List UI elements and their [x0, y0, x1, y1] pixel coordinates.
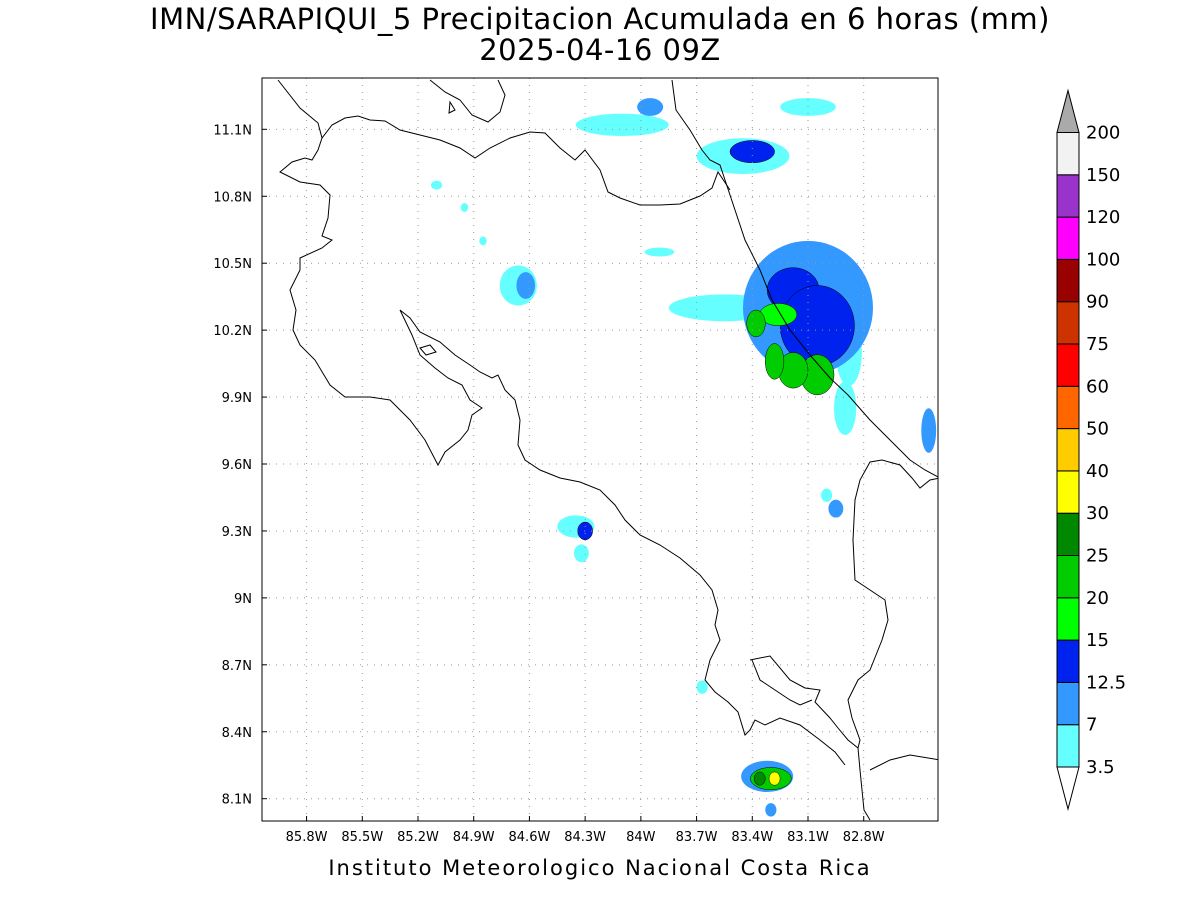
colorbar-box-3 [1056, 639, 1080, 683]
colorbar-box-11 [1056, 301, 1080, 345]
caribbean-coast-north [671, 79, 726, 181]
lat-tick-label-7: 9N [234, 592, 252, 607]
chart-title: IMN/SARAPIQUI_5 Precipitacion Acumulada … [0, 4, 1200, 66]
colorbar-label-2: 12.5 [1086, 672, 1126, 693]
precip-cell-33 [768, 771, 781, 786]
precip-cell-29 [765, 343, 785, 380]
lon-tick-label-6: 84W [626, 830, 656, 845]
lon-tick-label-8: 83.4W [731, 830, 773, 845]
colorbar-over-triangle [1056, 88, 1080, 133]
lat-tick-label-3: 10.2N [213, 324, 252, 339]
nicaragua-coast-north [429, 79, 506, 123]
precip-cell-18 [516, 272, 535, 299]
lat-tick-label-9: 8.4N [222, 726, 252, 741]
precipitation-field [431, 98, 937, 817]
colorbar-label-6: 30 [1086, 503, 1109, 524]
precip-cell-21 [765, 803, 777, 817]
coastline [277, 79, 938, 821]
precip-cell-4 [575, 113, 669, 137]
precip-cell-17 [637, 98, 664, 116]
lon-tick-label-3: 84.9W [453, 830, 495, 845]
nicoya-gulf-island [419, 344, 437, 356]
precip-cell-16 [921, 408, 937, 453]
lon-tick-label-7: 83.7W [676, 830, 718, 845]
colorbar-box-10 [1056, 343, 1080, 387]
lat-tick-label-10: 8.1N [222, 793, 252, 808]
colorbar-label-14: 150 [1086, 165, 1120, 186]
colorbar-label-1: 7 [1086, 715, 1097, 736]
colorbar-label-3: 15 [1086, 630, 1109, 651]
precip-cell-14 [460, 202, 469, 212]
pacific-coast [279, 137, 846, 766]
colorbar-label-15: 200 [1086, 123, 1120, 144]
colorbar-box-14 [1056, 174, 1080, 218]
colorbar-box-2 [1056, 681, 1080, 726]
lon-tick-label-4: 84.6W [509, 830, 551, 845]
caribbean-coast [724, 179, 938, 478]
colorbar-box-7 [1056, 470, 1080, 514]
precip-cell-7 [644, 247, 675, 257]
precip-cell-5 [780, 98, 836, 116]
colorbar-box-1 [1056, 724, 1080, 768]
precip-cell-32 [753, 771, 766, 786]
title-line-2: 2025-04-16 09Z [479, 33, 721, 67]
precip-cell-9 [574, 544, 589, 563]
colorbar-box-5 [1056, 555, 1080, 599]
lon-tick-label-2: 85.2W [397, 830, 439, 845]
colorbar-box-9 [1056, 385, 1080, 430]
colorbar-label-5: 25 [1086, 546, 1109, 567]
lon-tick-label-1: 85.5W [341, 830, 383, 845]
colorbar-box-15 [1056, 132, 1080, 176]
precip-cell-12 [479, 236, 487, 246]
footer-credit: Instituto Meteorologico Nacional Costa R… [328, 856, 872, 880]
title-line-1: IMN/SARAPIQUI_5 Precipitacion Acumulada … [150, 2, 1050, 36]
colorbar-box-12 [1056, 258, 1080, 303]
colorbar-label-11: 90 [1086, 292, 1109, 313]
lat-tick-label-8: 8.7N [222, 659, 252, 674]
colorbar-box-6 [1056, 512, 1080, 557]
lat-tick-label-0: 11.1N [213, 123, 252, 138]
precip-cell-25 [577, 521, 593, 541]
lat-tick-label-6: 9.3N [222, 525, 252, 540]
lon-tick-label-0: 85.8W [286, 830, 328, 845]
lat-tick-label-1: 10.8N [213, 190, 252, 205]
colorbar-box-13 [1056, 216, 1080, 260]
plot-frame [261, 77, 939, 822]
colorbar-under-triangle [1056, 766, 1080, 811]
golfo-dulce-inner [751, 659, 813, 706]
precip-cell-11 [696, 680, 708, 694]
colorbar: 3.5 7 12.5 15 20 25 30 40 50 60 75 90 100 120 150 200 [1056, 88, 1126, 811]
colorbar-label-10: 75 [1086, 334, 1109, 355]
colorbar-label-7: 40 [1086, 461, 1109, 482]
lon-tick-label-5: 84.3W [564, 830, 606, 845]
colorbar-label-0: 3.5 [1086, 757, 1115, 778]
colorbar-label-13: 120 [1086, 207, 1120, 228]
lat-tick-label-2: 10.5N [213, 257, 252, 272]
precip-cell-24 [729, 140, 775, 164]
precip-cell-10 [821, 488, 833, 502]
precip-cell-2 [834, 381, 857, 435]
axis-ticks: 85.8W 85.5W 85.2W 84.9W 84.6W 84.3W 84W 83.7W 83… [213, 123, 884, 845]
colorbar-label-8: 50 [1086, 419, 1109, 440]
precip-cell-13 [431, 180, 443, 190]
lake-island [448, 100, 456, 114]
osa-peninsula [749, 459, 938, 749]
colorbar-box-4 [1056, 597, 1080, 641]
precip-cell-19 [828, 499, 844, 518]
lon-tick-label-10: 82.8W [843, 830, 885, 845]
colorbar-label-4: 20 [1086, 588, 1109, 609]
map-grid [262, 78, 938, 821]
panama-border [857, 747, 938, 821]
lat-tick-label-5: 9.6N [222, 458, 252, 473]
lon-tick-label-9: 83.1W [787, 830, 829, 845]
colorbar-box-8 [1056, 428, 1080, 472]
nicaragua-border [277, 79, 731, 206]
lat-tick-label-4: 9.9N [222, 391, 252, 406]
colorbar-label-12: 100 [1086, 249, 1120, 270]
precip-cell-30 [746, 309, 766, 338]
colorbar-label-9: 60 [1086, 376, 1109, 397]
